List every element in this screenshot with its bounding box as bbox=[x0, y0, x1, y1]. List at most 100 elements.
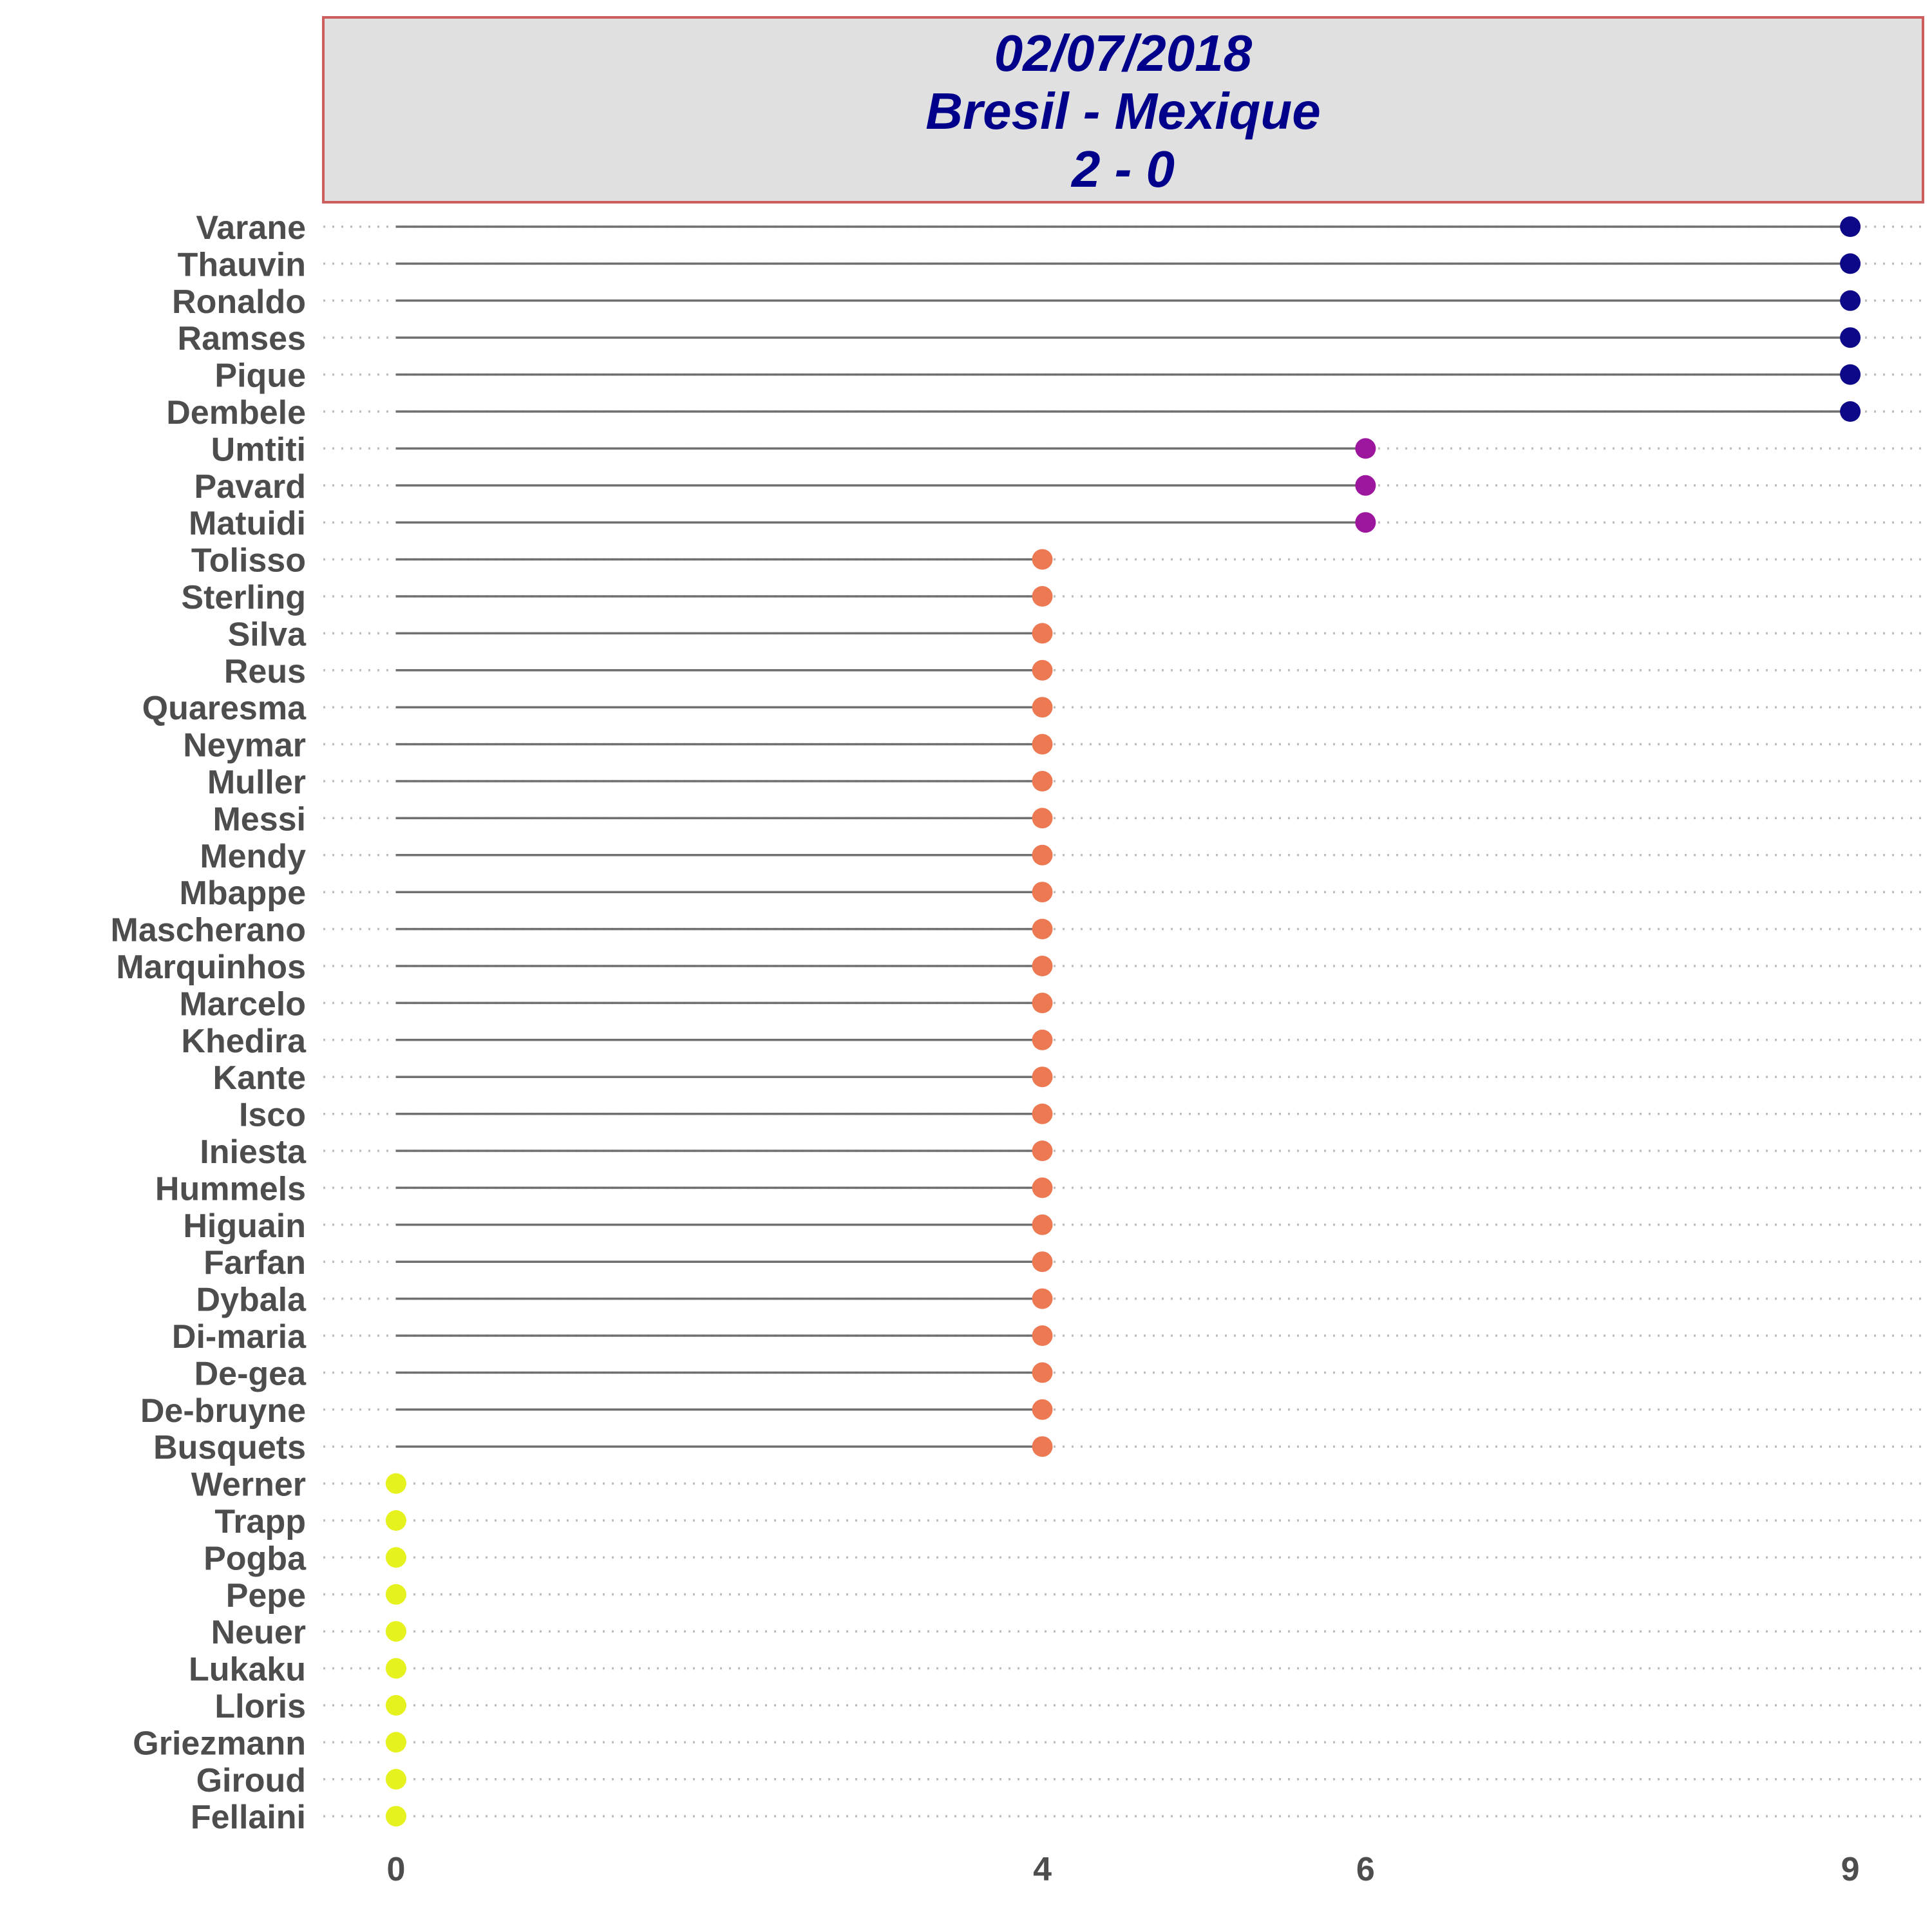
y-tick-label: De-gea bbox=[194, 1355, 307, 1392]
data-point bbox=[1032, 1362, 1053, 1383]
y-tick-label: Tolisso bbox=[191, 542, 306, 580]
x-tick-label: 6 bbox=[1356, 1851, 1375, 1888]
y-tick-label: Pique bbox=[214, 357, 306, 395]
y-tick-label: Di-maria bbox=[172, 1318, 307, 1356]
data-point bbox=[385, 1768, 406, 1790]
data-point bbox=[1840, 401, 1861, 422]
y-tick-label: Muller bbox=[207, 764, 306, 801]
y-tick-label: Kante bbox=[213, 1059, 306, 1097]
y-tick-label: De-bruyne bbox=[140, 1392, 306, 1430]
data-point bbox=[1032, 1214, 1053, 1235]
y-tick-label: Busquets bbox=[153, 1429, 306, 1466]
data-point bbox=[1032, 1288, 1053, 1309]
data-point bbox=[1032, 1436, 1053, 1457]
y-tick-label: Mbappe bbox=[180, 875, 306, 912]
data-point bbox=[1355, 438, 1376, 459]
y-tick-label: Ronaldo bbox=[172, 283, 306, 321]
y-tick-label: Iniesta bbox=[200, 1133, 307, 1171]
data-point bbox=[1032, 549, 1053, 570]
data-point bbox=[385, 1621, 406, 1642]
data-point bbox=[1032, 1029, 1053, 1050]
data-point bbox=[1355, 475, 1376, 496]
y-tick-label: Umtiti bbox=[211, 431, 306, 468]
data-point bbox=[1032, 992, 1053, 1014]
data-point bbox=[385, 1584, 406, 1605]
x-tick-label: 4 bbox=[1033, 1851, 1052, 1888]
header-box: 02/07/2018 Bresil - Mexique 2 - 0 bbox=[322, 16, 1924, 204]
data-point bbox=[1032, 771, 1053, 791]
y-tick-label: Pavard bbox=[194, 468, 306, 506]
data-point bbox=[385, 1473, 406, 1494]
data-point bbox=[1032, 1251, 1053, 1273]
data-point bbox=[1032, 808, 1053, 829]
y-tick-label: Neymar bbox=[183, 727, 306, 764]
y-tick-label: Khedira bbox=[181, 1023, 307, 1060]
y-tick-label: Dembele bbox=[166, 394, 306, 431]
data-point bbox=[1032, 586, 1053, 607]
y-tick-label: Fellaini bbox=[191, 1799, 306, 1836]
y-tick-label: Pogba bbox=[204, 1540, 307, 1577]
y-tick-label: Werner bbox=[191, 1466, 306, 1504]
y-tick-label: Ramses bbox=[178, 320, 306, 357]
data-point bbox=[1840, 290, 1861, 311]
grid-lines bbox=[323, 225, 1923, 1817]
data-point bbox=[1032, 1177, 1053, 1198]
y-tick-label: Sterling bbox=[181, 579, 306, 616]
match-score: 2 - 0 bbox=[1070, 140, 1175, 198]
data-point bbox=[1032, 918, 1053, 940]
y-tick-label: Trapp bbox=[214, 1503, 306, 1540]
y-tick-label: Quaresma bbox=[142, 690, 307, 727]
y-tick-label: Higuain bbox=[183, 1208, 306, 1245]
y-tick-label: Griezmann bbox=[133, 1725, 306, 1762]
y-tick-label: Messi bbox=[213, 800, 306, 838]
data-point bbox=[1032, 1141, 1053, 1161]
data-point bbox=[1032, 844, 1053, 866]
data-point bbox=[1840, 364, 1861, 385]
y-tick-label: Marquinhos bbox=[116, 949, 306, 986]
lollipop-points bbox=[385, 216, 1861, 1827]
data-point bbox=[385, 1806, 406, 1827]
data-point bbox=[385, 1732, 406, 1753]
y-tick-label: Pepe bbox=[226, 1577, 306, 1615]
data-point bbox=[1840, 216, 1861, 237]
data-point bbox=[1840, 327, 1861, 348]
y-tick-label: Mascherano bbox=[111, 912, 306, 949]
y-tick-label: Marcelo bbox=[179, 985, 306, 1023]
y-tick-label: Farfan bbox=[204, 1244, 306, 1282]
y-tick-label: Hummels bbox=[155, 1170, 306, 1208]
y-tick-label: Giroud bbox=[196, 1762, 306, 1799]
data-point bbox=[1032, 1399, 1053, 1420]
y-tick-label: Matuidi bbox=[189, 505, 306, 542]
y-axis-labels: VaraneThauvinRonaldoRamsesPiqueDembeleUm… bbox=[111, 209, 307, 1836]
data-point bbox=[385, 1658, 406, 1679]
data-point bbox=[1840, 253, 1861, 274]
data-point bbox=[385, 1510, 406, 1531]
data-point bbox=[1032, 734, 1053, 755]
y-tick-label: Lloris bbox=[214, 1688, 306, 1725]
match-teams: Bresil - Mexique bbox=[925, 82, 1321, 140]
y-tick-label: Silva bbox=[228, 616, 307, 653]
x-axis-ticks: 0 4 6 9 bbox=[386, 1851, 1859, 1888]
data-point bbox=[1032, 697, 1053, 718]
y-tick-label: Reus bbox=[224, 653, 306, 690]
header-background bbox=[322, 16, 1924, 204]
data-point bbox=[1032, 623, 1053, 644]
x-tick-label: 9 bbox=[1841, 1851, 1860, 1888]
data-point bbox=[1032, 1066, 1053, 1088]
y-tick-label: Thauvin bbox=[178, 246, 306, 283]
y-tick-label: Neuer bbox=[211, 1614, 306, 1651]
data-point bbox=[1032, 1103, 1053, 1124]
y-tick-label: Isco bbox=[239, 1097, 306, 1134]
data-point bbox=[1032, 1325, 1053, 1346]
lollipop-stems bbox=[395, 225, 1851, 1448]
y-tick-label: Lukaku bbox=[189, 1651, 306, 1689]
data-point bbox=[1355, 512, 1376, 533]
data-point bbox=[385, 1547, 406, 1568]
y-tick-label: Dybala bbox=[196, 1282, 307, 1319]
data-point bbox=[385, 1695, 406, 1716]
data-point bbox=[1032, 956, 1053, 976]
match-date: 02/07/2018 bbox=[994, 24, 1253, 82]
data-point bbox=[1032, 882, 1053, 903]
x-tick-label: 0 bbox=[386, 1851, 405, 1888]
